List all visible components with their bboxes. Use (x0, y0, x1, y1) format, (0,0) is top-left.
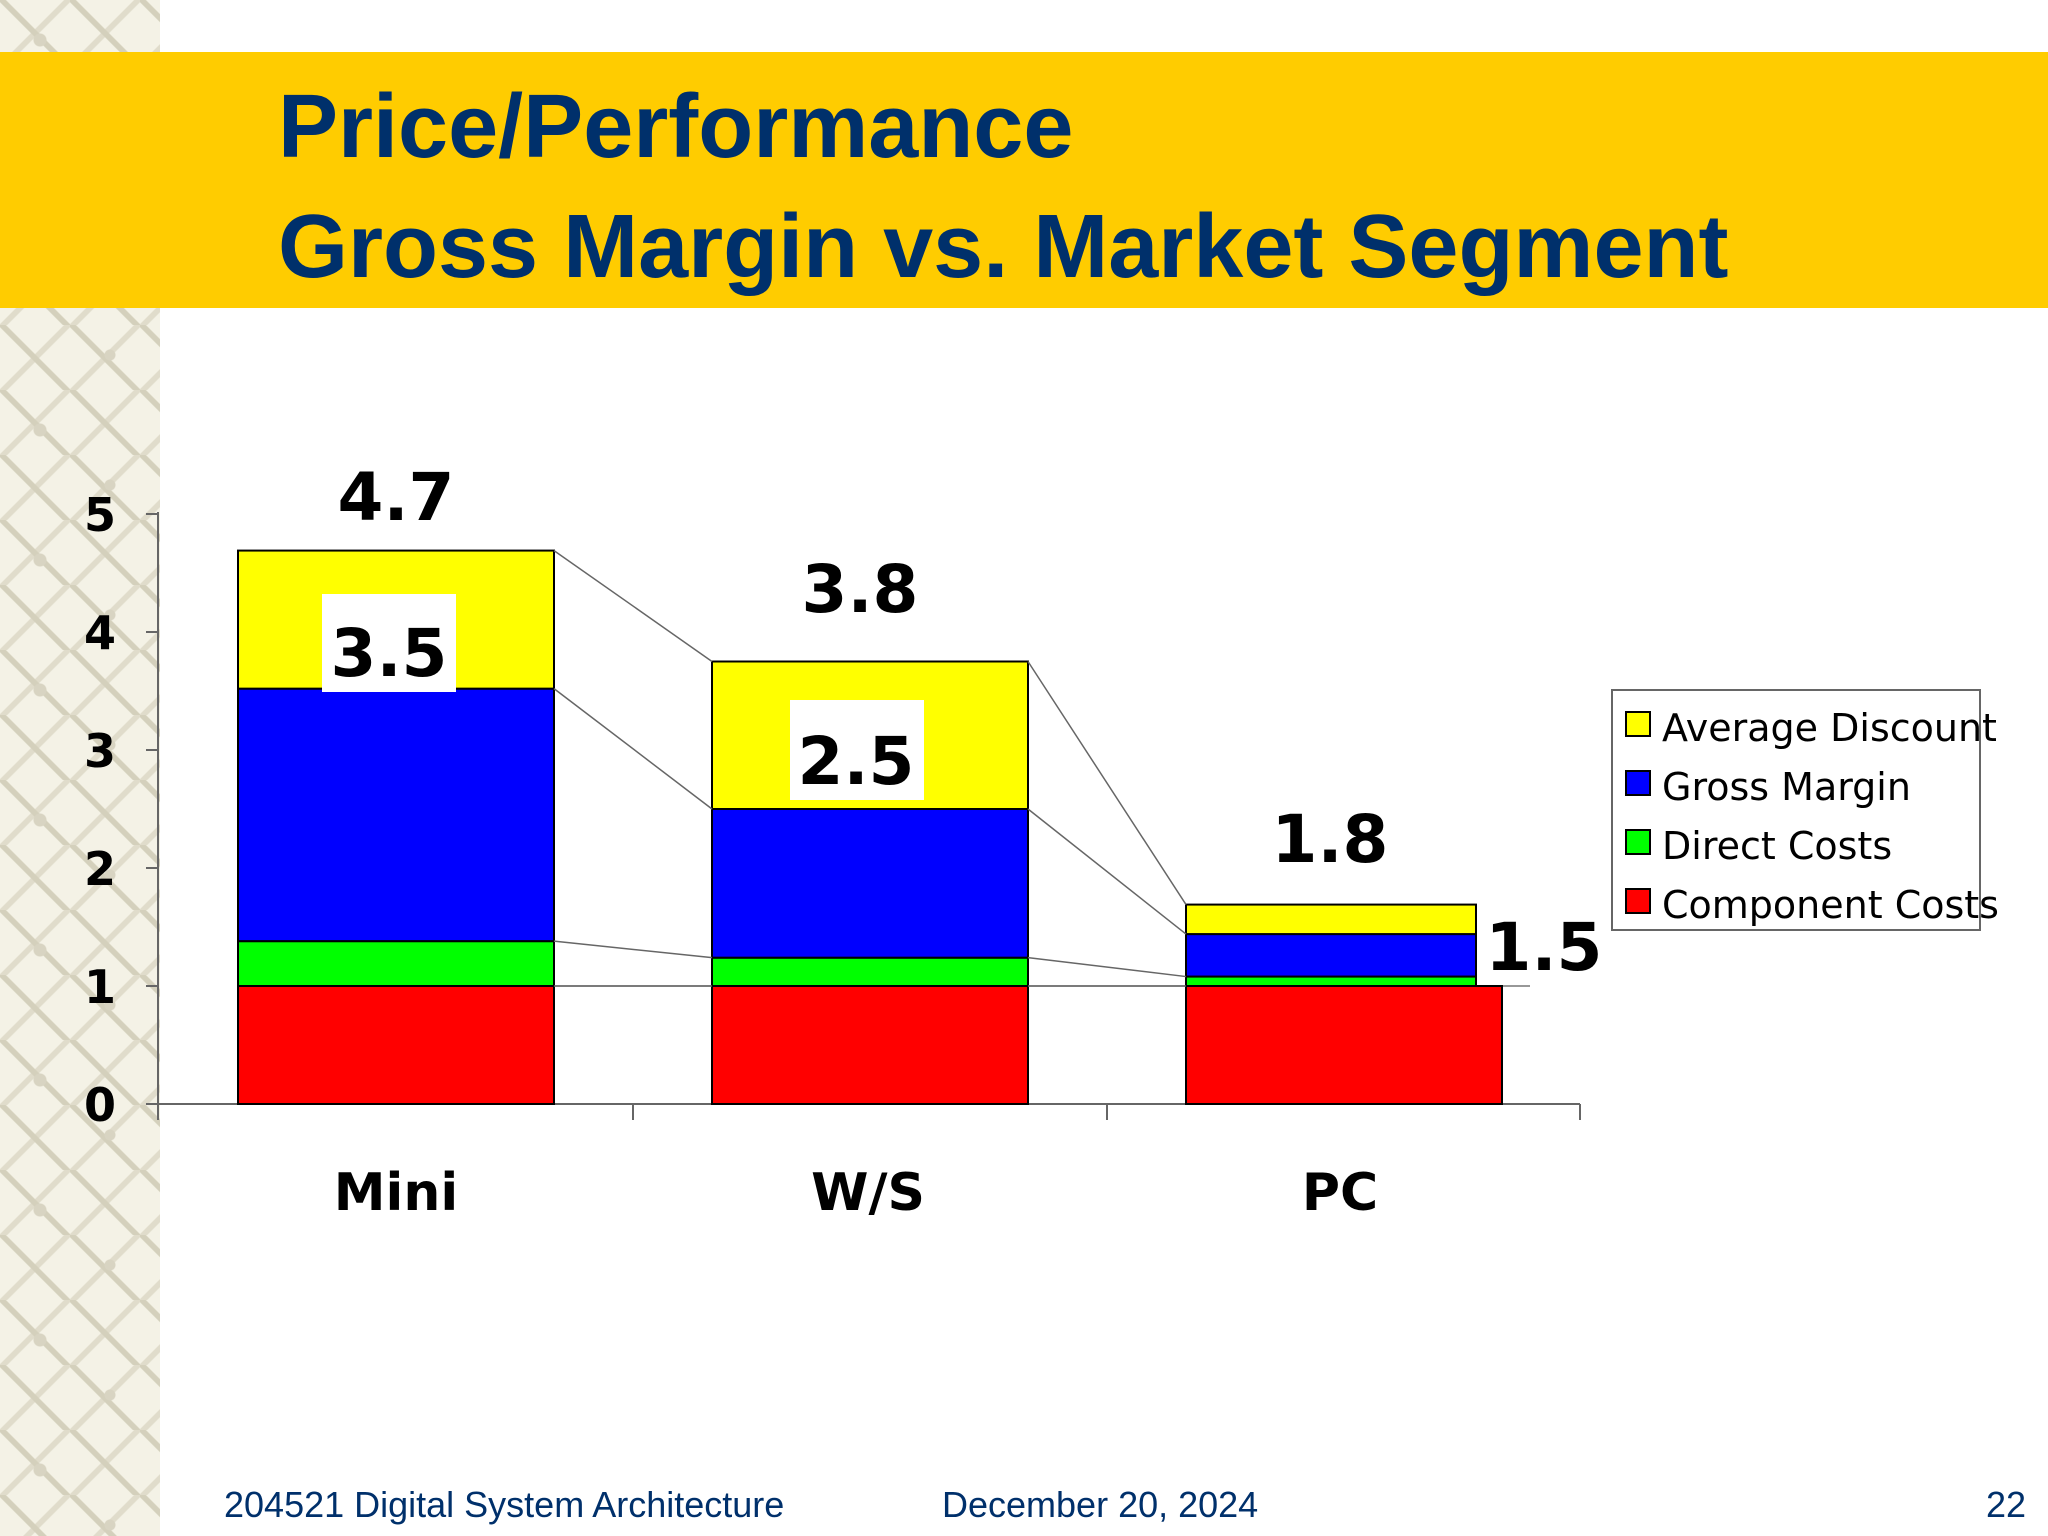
inner-label: 2.5 (798, 723, 915, 800)
series-connector-line (553, 688, 713, 810)
bar-segment-component-costs (1185, 985, 1503, 1105)
legend-label: Gross Margin (1662, 765, 1911, 809)
series-connector-line (553, 940, 713, 959)
legend-swatch (1625, 829, 1651, 855)
inner-label-box (322, 594, 456, 692)
total-label: 3.8 (802, 551, 919, 628)
slide-title-line2: Gross Margin vs. Market Segment (278, 197, 1729, 297)
legend-swatch (1625, 711, 1651, 737)
title-band (0, 52, 2048, 308)
legend-label: Average Discount (1662, 706, 1997, 750)
y-tick-label: 5 (84, 488, 116, 542)
category-label: PC (1302, 1163, 1378, 1223)
legend-label: Direct Costs (1662, 824, 1892, 868)
y-tick-label: 0 (84, 1078, 116, 1132)
bar-segment-gross-margin (711, 808, 1029, 959)
legend-swatch (1625, 888, 1651, 914)
legend-swatch (1625, 770, 1651, 796)
total-label: 1.8 (1272, 801, 1389, 878)
legend-label: Component Costs (1662, 883, 1999, 927)
inner-label-box (790, 700, 924, 800)
bar-segment-component-costs (711, 985, 1029, 1105)
slide-title-line1: Price/Performance (278, 77, 1074, 177)
bar-segment-gross-margin (1185, 933, 1477, 978)
footer-page-number: 22 (1986, 1484, 2027, 1525)
series-connector-line (1027, 661, 1187, 905)
y-tick-label: 4 (84, 606, 116, 660)
series-connector-line (1027, 956, 1187, 978)
y-tick-label: 1 (84, 960, 116, 1014)
y-tick-label: 3 (84, 724, 116, 778)
footer-course: 204521 Digital System Architecture (224, 1484, 785, 1525)
bar-segment-component-costs (237, 985, 555, 1105)
bar-segment-direct-costs (711, 956, 1029, 987)
bar-segment-average-discount (1185, 903, 1477, 936)
series-connector-line (1027, 808, 1187, 935)
bar-segment-gross-margin (237, 687, 555, 943)
legend-box (1611, 689, 1981, 931)
category-label: Mini (334, 1163, 458, 1223)
bar-segment-direct-costs (237, 940, 555, 987)
bar-segment-direct-costs (1185, 975, 1477, 987)
series-connector-line (553, 549, 713, 663)
y-tick-label: 2 (84, 842, 116, 896)
category-label: W/S (811, 1163, 925, 1223)
footer-date: December 20, 2024 (942, 1484, 1259, 1525)
total-label: 4.7 (338, 459, 455, 536)
inner-label: 3.5 (331, 615, 448, 692)
inner-label: 1.5 (1486, 909, 1603, 986)
